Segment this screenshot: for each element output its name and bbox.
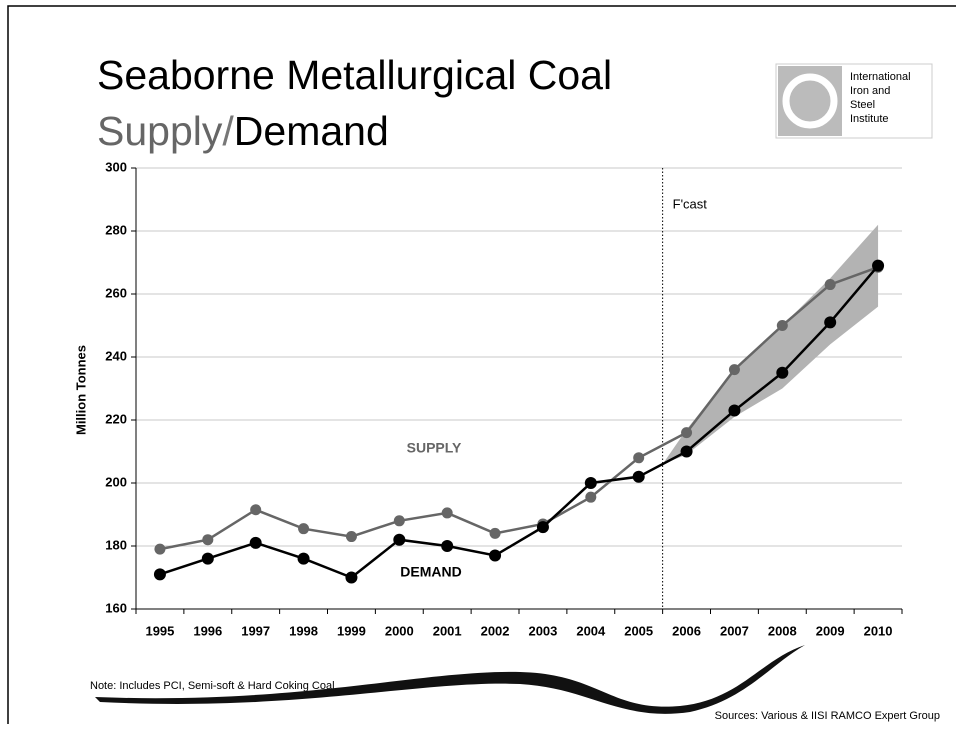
series-label: DEMAND bbox=[400, 564, 461, 580]
data-point bbox=[441, 507, 453, 519]
x-tick-label: 1999 bbox=[337, 623, 366, 638]
x-tick-label: 2007 bbox=[720, 623, 749, 638]
y-tick-label: 280 bbox=[105, 222, 127, 237]
data-point bbox=[489, 549, 502, 562]
data-point bbox=[202, 534, 214, 546]
x-tick-label: 2001 bbox=[433, 623, 462, 638]
x-tick-label: 1995 bbox=[145, 623, 174, 638]
logo-ring bbox=[782, 73, 838, 129]
chart-title: Seaborne Metallurgical Coal bbox=[97, 52, 612, 98]
subtitle-slash: / bbox=[222, 108, 234, 154]
x-tick-label: 2006 bbox=[672, 623, 701, 638]
data-point bbox=[489, 527, 501, 539]
y-tick-label: 240 bbox=[105, 348, 127, 363]
x-tick-label: 2005 bbox=[624, 623, 653, 638]
data-point bbox=[345, 531, 357, 543]
data-point bbox=[393, 533, 406, 546]
data-point bbox=[298, 523, 310, 535]
data-point bbox=[201, 552, 214, 565]
logo-text: Iron and bbox=[850, 85, 890, 97]
data-point bbox=[345, 571, 358, 584]
data-point bbox=[824, 279, 836, 291]
x-tick-label: 2003 bbox=[528, 623, 557, 638]
slide-border bbox=[7, 5, 956, 724]
logo-text: Institute bbox=[850, 113, 889, 125]
x-tick-label: 1998 bbox=[289, 623, 318, 638]
series-label: SUPPLY bbox=[407, 440, 462, 456]
data-point bbox=[776, 320, 788, 331]
data-point bbox=[297, 552, 310, 565]
data-point bbox=[681, 427, 693, 439]
series-line bbox=[159, 264, 880, 579]
x-tick-label: 1997 bbox=[241, 623, 270, 638]
logo-text: Steel bbox=[850, 99, 875, 111]
data-point bbox=[632, 470, 645, 483]
data-point bbox=[393, 515, 405, 527]
x-tick-label: 2002 bbox=[481, 623, 510, 638]
data-point bbox=[250, 504, 262, 516]
y-tick-label: 260 bbox=[105, 285, 127, 300]
data-point bbox=[536, 521, 549, 534]
swoosh bbox=[95, 645, 805, 714]
logo-text: International bbox=[850, 71, 911, 83]
y-axis-label: Million Tonnes bbox=[73, 345, 88, 435]
y-tick-label: 200 bbox=[105, 474, 127, 489]
forecast-label: F'cast bbox=[673, 196, 708, 211]
x-tick-label: 2008 bbox=[768, 623, 797, 638]
data-point bbox=[585, 491, 597, 503]
data-point bbox=[153, 568, 166, 581]
data-point bbox=[680, 445, 693, 458]
x-tick-label: 1996 bbox=[193, 623, 222, 638]
data-point bbox=[824, 316, 837, 329]
data-point bbox=[249, 536, 262, 549]
data-point bbox=[154, 543, 166, 555]
y-tick-label: 300 bbox=[105, 159, 127, 174]
x-tick-label: 2000 bbox=[385, 623, 414, 638]
data-point bbox=[728, 404, 741, 417]
logo: International Iron and Steel Institute bbox=[775, 63, 933, 139]
data-point bbox=[872, 259, 885, 272]
chart-subtitle: Supply/Demand bbox=[97, 108, 389, 154]
data-point bbox=[728, 364, 740, 376]
subtitle-demand: Demand bbox=[234, 108, 389, 154]
forecast-band bbox=[662, 224, 879, 465]
data-point bbox=[633, 452, 645, 464]
x-tick-label: 2004 bbox=[576, 623, 606, 638]
x-tick-label: 2009 bbox=[816, 623, 845, 638]
data-point bbox=[441, 540, 454, 552]
note: Note: Includes PCI, Semi-soft & Hard Cok… bbox=[90, 680, 335, 692]
y-tick-label: 160 bbox=[105, 600, 127, 615]
data-point bbox=[776, 366, 789, 379]
sources: Sources: Various & IISI RAMCO Expert Gro… bbox=[715, 710, 940, 722]
series-line bbox=[159, 266, 879, 551]
data-point bbox=[584, 477, 597, 489]
y-tick-label: 180 bbox=[105, 537, 127, 552]
x-tick-label: 2010 bbox=[864, 623, 893, 638]
y-tick-label: 220 bbox=[105, 411, 127, 426]
subtitle-supply: Supply bbox=[97, 108, 223, 154]
